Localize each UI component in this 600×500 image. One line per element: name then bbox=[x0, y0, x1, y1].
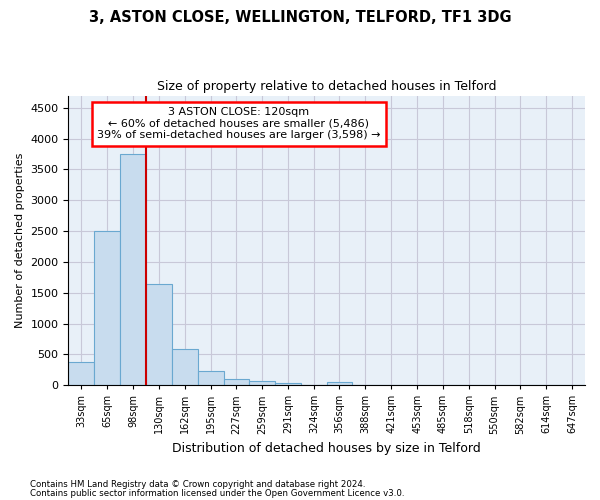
Bar bbox=[327, 382, 352, 385]
Bar bbox=[68, 362, 94, 385]
Bar bbox=[172, 349, 198, 385]
Text: 3 ASTON CLOSE: 120sqm
← 60% of detached houses are smaller (5,486)
39% of semi-d: 3 ASTON CLOSE: 120sqm ← 60% of detached … bbox=[97, 107, 380, 140]
Bar bbox=[275, 382, 301, 385]
Text: 3, ASTON CLOSE, WELLINGTON, TELFORD, TF1 3DG: 3, ASTON CLOSE, WELLINGTON, TELFORD, TF1… bbox=[89, 10, 511, 25]
Bar bbox=[224, 379, 249, 385]
Bar bbox=[249, 382, 275, 385]
Bar bbox=[94, 231, 121, 385]
Title: Size of property relative to detached houses in Telford: Size of property relative to detached ho… bbox=[157, 80, 496, 93]
Bar bbox=[146, 284, 172, 385]
Bar bbox=[121, 154, 146, 385]
Bar bbox=[198, 370, 224, 385]
Text: Contains HM Land Registry data © Crown copyright and database right 2024.: Contains HM Land Registry data © Crown c… bbox=[30, 480, 365, 489]
X-axis label: Distribution of detached houses by size in Telford: Distribution of detached houses by size … bbox=[172, 442, 481, 455]
Y-axis label: Number of detached properties: Number of detached properties bbox=[15, 152, 25, 328]
Text: Contains public sector information licensed under the Open Government Licence v3: Contains public sector information licen… bbox=[30, 488, 404, 498]
